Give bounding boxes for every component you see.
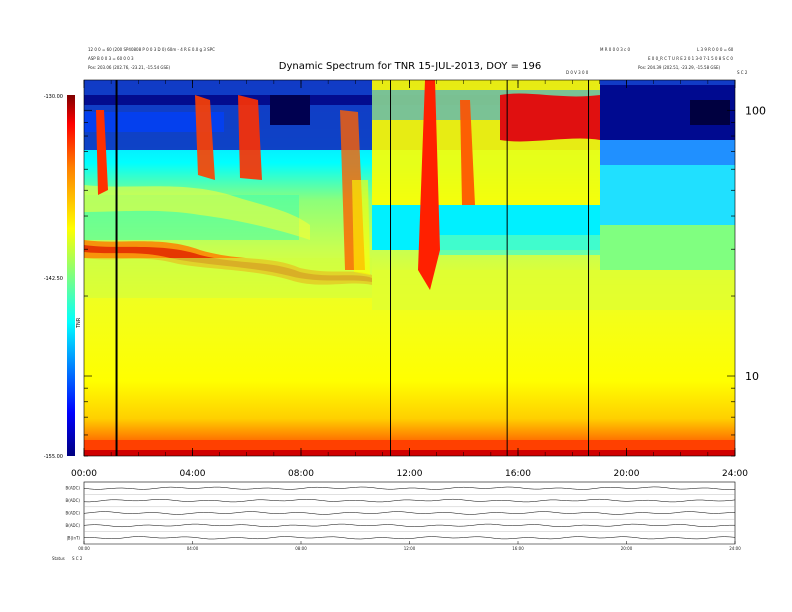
x-tick-label: 20:00 xyxy=(614,469,640,479)
bottom-trace xyxy=(83,523,735,528)
header-right-line3: Pos: 204.39 (202.51, -23.29, -15.58 GSE) xyxy=(638,65,721,70)
spectrogram-image xyxy=(84,80,735,456)
x-axis: 00:00 04:00 08:00 12:00 16:00 20:00 24:00 xyxy=(71,80,748,479)
x-tick-label: 08:00 xyxy=(288,469,314,479)
footer-label-left: Status xyxy=(52,556,65,561)
bottom-row-label: B(ADC) xyxy=(66,498,81,503)
y-axis-right: 10 100 xyxy=(84,104,766,457)
bottom-trace xyxy=(83,511,736,515)
header-corner-tag: S C 2 xyxy=(737,70,748,75)
header-left-line2: ASP B 0 0 3 = 60 0 0 3 xyxy=(88,56,134,61)
x-tick-label: 04:00 xyxy=(180,469,206,479)
bottom-x-tick-label: 16:00 xyxy=(512,546,524,551)
colorbar-tick-label: -130.00 xyxy=(44,94,63,100)
colorbar xyxy=(67,95,75,456)
header-marker-tag: D 0 V 3 0 0 xyxy=(566,70,589,75)
bottom-x-tick-label: 04:00 xyxy=(187,546,199,551)
y-tick-label: 100 xyxy=(745,104,766,117)
bottom-trace xyxy=(83,498,736,503)
bottom-trace xyxy=(83,486,736,490)
x-tick-label: 16:00 xyxy=(505,469,531,479)
colorbar-label: TNR xyxy=(76,317,82,329)
x-tick-label: 12:00 xyxy=(397,469,423,479)
bottom-row-label: B(ADC) xyxy=(66,511,81,516)
vertical-markers xyxy=(115,80,590,456)
bottom-x-tick-label: 00:00 xyxy=(78,546,90,551)
colorbar-tick-label: -142.50 xyxy=(44,276,63,282)
bottom-x-tick-label: 08:00 xyxy=(295,546,307,551)
bottom-row-label: B(ADC) xyxy=(66,486,81,491)
x-tick-label: 24:00 xyxy=(722,469,748,479)
y-tick-label: 10 xyxy=(745,370,759,383)
x-tick-label: 00:00 xyxy=(71,469,97,479)
header-right-line2: E 0 0_R C T U R E 2 0 1 3-0 7-1 5 0 8 S … xyxy=(648,56,733,61)
bottom-row-label: B(ADC) xyxy=(66,523,81,528)
bottom-x-tick-label: 12:00 xyxy=(404,546,416,551)
bottom-panel: B(ADC) B(ADC) B(ADC) B(ADC) |B|(nT) 00:00 04:… xyxy=(66,481,741,551)
header-left-line3: Pos: 203.06 (202.76, -23.21, -15.54 GSE) xyxy=(88,65,171,70)
bottom-trace xyxy=(83,536,736,540)
header-right-small1: M R 0 0 0 3 c 0 xyxy=(600,47,631,52)
bottom-row-label: |B|(nT) xyxy=(66,535,80,540)
colorbar-tick-label: -155.00 xyxy=(44,454,63,460)
footer-label-right: S C 2 xyxy=(72,556,83,561)
header-left-line1: 12 0 0 = 60 (200 SP40808 P 0 0 3 D 0) 60… xyxy=(88,47,215,52)
header-right-small2: L 3 9 R 0 0 0 = 60 xyxy=(697,47,734,52)
chart-title: Dynamic Spectrum for TNR 15-JUL-2013, DO… xyxy=(279,61,542,72)
bottom-x-tick-label: 24:00 xyxy=(729,546,741,551)
bottom-x-tick-label: 20:00 xyxy=(621,546,633,551)
